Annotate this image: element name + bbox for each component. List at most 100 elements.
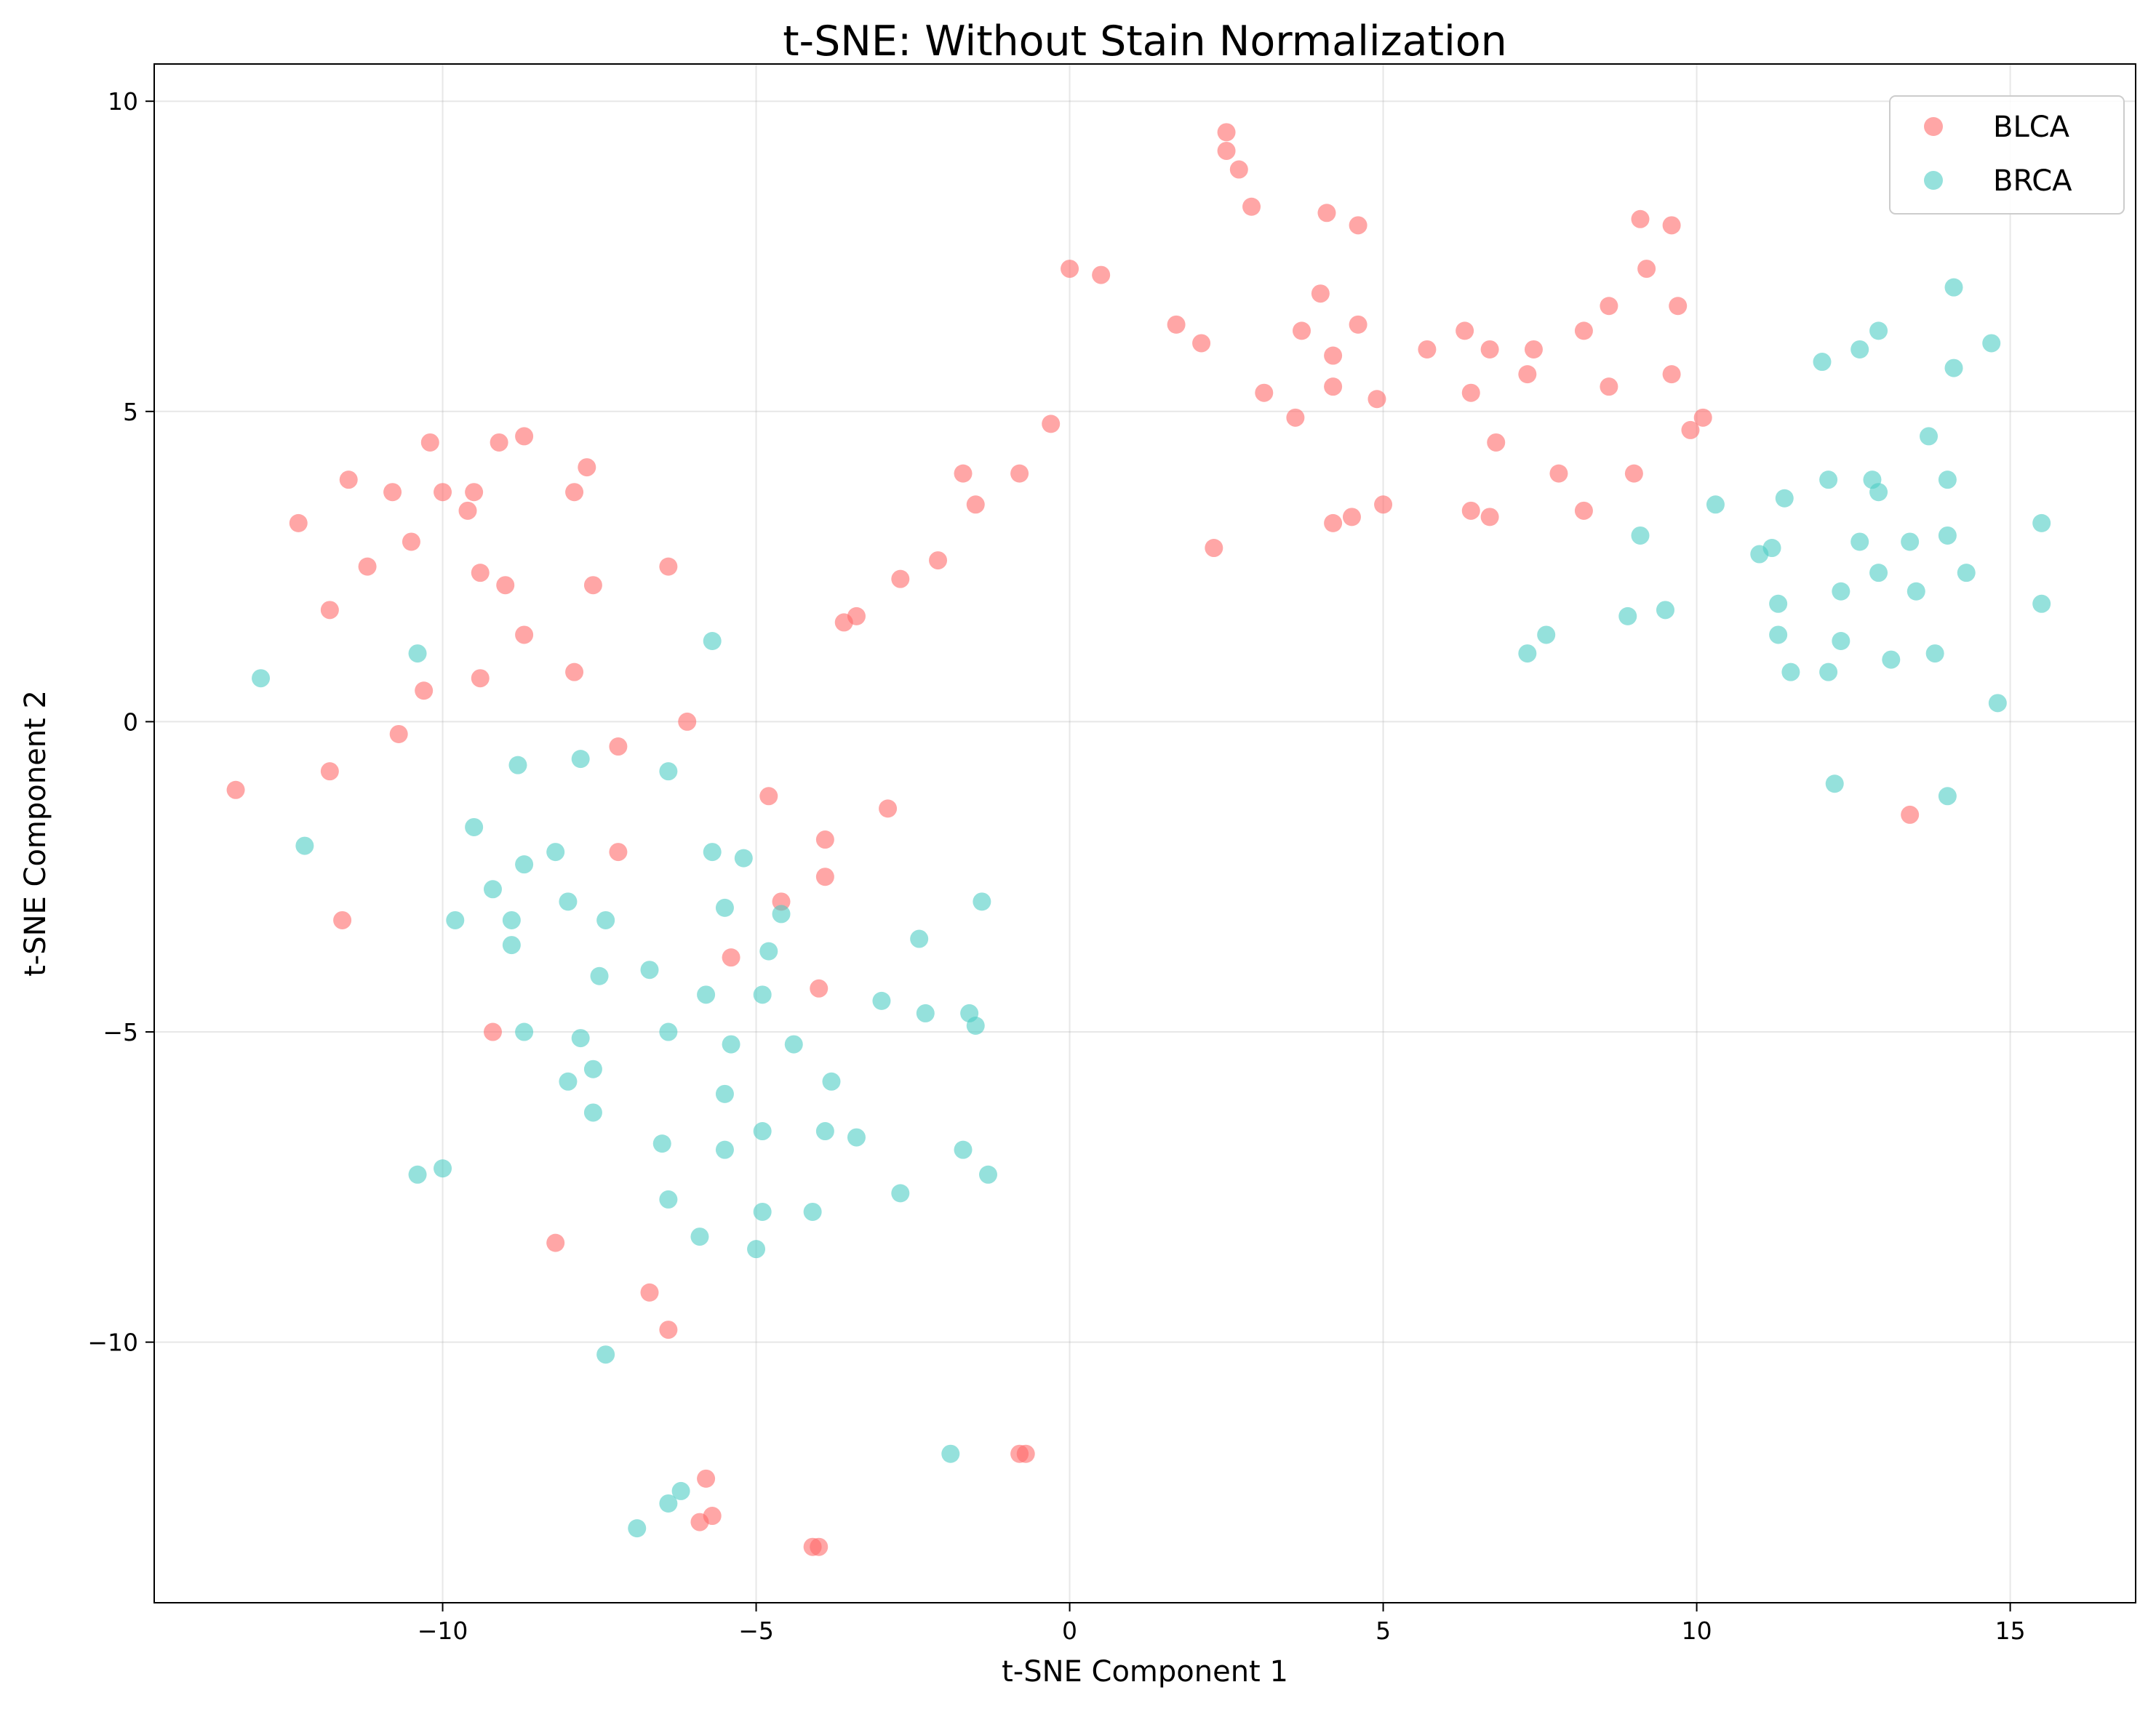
- point-blca: [1418, 340, 1437, 359]
- point-blca: [1480, 508, 1499, 526]
- point-blca: [1324, 513, 1343, 532]
- point-blca: [320, 762, 339, 781]
- point-brca: [1819, 470, 1838, 489]
- point-brca: [1869, 321, 1888, 340]
- point-brca: [872, 991, 891, 1010]
- x-tick-label: 10: [1682, 1617, 1712, 1645]
- point-blca: [966, 495, 985, 514]
- x-axis-label: t-SNE Component 1: [1002, 1655, 1288, 1689]
- data-points: [226, 123, 2051, 1556]
- point-brca: [1938, 470, 1957, 489]
- point-blca: [1374, 495, 1393, 514]
- point-blca: [1311, 284, 1330, 303]
- point-brca: [659, 1494, 678, 1513]
- point-brca: [2032, 513, 2051, 532]
- point-brca: [1762, 539, 1781, 558]
- point-blca: [1205, 539, 1223, 558]
- legend-marker-blca: [1924, 117, 1943, 136]
- point-brca: [747, 1240, 766, 1259]
- series-brca: [252, 278, 2051, 1538]
- point-blca: [415, 681, 434, 700]
- point-brca: [1775, 489, 1794, 508]
- point-blca: [1061, 260, 1079, 279]
- point-blca: [389, 724, 408, 743]
- point-brca: [722, 1035, 740, 1054]
- point-blca: [1518, 365, 1537, 384]
- point-brca: [1769, 594, 1788, 613]
- point-brca: [954, 1140, 973, 1159]
- point-blca: [1317, 204, 1336, 223]
- point-brca: [822, 1072, 841, 1091]
- point-brca: [1813, 353, 1832, 372]
- point-blca: [678, 712, 697, 731]
- point-blca: [1574, 321, 1593, 340]
- point-brca: [1938, 526, 1957, 545]
- point-brca: [690, 1228, 709, 1246]
- point-blca: [1480, 340, 1499, 359]
- point-blca: [1456, 321, 1474, 340]
- point-blca: [1255, 383, 1274, 402]
- point-blca: [1461, 383, 1480, 402]
- point-brca: [2032, 594, 2051, 613]
- point-blca: [515, 427, 534, 446]
- point-brca: [1656, 601, 1674, 620]
- point-blca: [496, 576, 515, 595]
- point-blca: [815, 868, 834, 886]
- point-blca: [810, 1537, 829, 1556]
- point-blca: [1624, 464, 1643, 483]
- point-brca: [1944, 359, 1963, 377]
- point-blca: [1461, 501, 1480, 520]
- point-brca: [508, 756, 527, 774]
- point-blca: [471, 669, 490, 688]
- axis-ticks: −10 −5 0 5 10 15 −10 −5 0 5 10: [87, 87, 2025, 1645]
- point-brca: [483, 880, 502, 899]
- point-blca: [583, 576, 602, 595]
- point-blca: [465, 483, 484, 502]
- point-blca: [609, 843, 628, 862]
- point-brca: [1944, 278, 1963, 297]
- point-brca: [1618, 606, 1637, 625]
- point-blca: [1549, 464, 1568, 483]
- point-blca: [879, 799, 898, 818]
- point-brca: [546, 843, 565, 862]
- point-brca: [446, 910, 465, 929]
- point-brca: [596, 1345, 615, 1364]
- point-brca: [1781, 662, 1800, 681]
- point-brca: [1920, 427, 1939, 446]
- legend-label-brca: BRCA: [1993, 164, 2072, 198]
- point-brca: [753, 1202, 772, 1221]
- point-brca: [502, 910, 521, 929]
- point-blca: [226, 780, 245, 799]
- y-tick-label: −5: [103, 1018, 138, 1046]
- point-brca: [1631, 526, 1650, 545]
- point-brca: [515, 1022, 534, 1041]
- point-brca: [659, 1022, 678, 1041]
- point-blca: [1217, 141, 1236, 160]
- point-blca: [490, 433, 508, 452]
- point-brca: [571, 750, 590, 769]
- point-blca: [1349, 315, 1368, 334]
- point-brca: [697, 985, 716, 1004]
- y-tick-label: −10: [87, 1329, 138, 1357]
- point-blca: [339, 470, 358, 489]
- point-brca: [408, 644, 427, 663]
- point-blca: [358, 557, 377, 576]
- point-brca: [715, 1084, 734, 1103]
- point-blca: [954, 464, 973, 483]
- point-brca: [1869, 483, 1888, 502]
- point-blca: [1016, 1444, 1035, 1463]
- point-brca: [408, 1165, 427, 1184]
- point-blca: [1217, 123, 1236, 142]
- point-brca: [583, 1103, 602, 1122]
- point-blca: [320, 601, 339, 620]
- point-blca: [1681, 420, 1700, 439]
- point-blca: [1324, 377, 1343, 396]
- point-brca: [1988, 694, 2007, 713]
- point-brca: [515, 855, 534, 874]
- point-brca: [703, 843, 722, 862]
- point-blca: [1293, 321, 1311, 340]
- point-blca: [434, 483, 452, 502]
- point-brca: [715, 898, 734, 917]
- point-blca: [1324, 346, 1343, 365]
- point-blca: [659, 1321, 678, 1339]
